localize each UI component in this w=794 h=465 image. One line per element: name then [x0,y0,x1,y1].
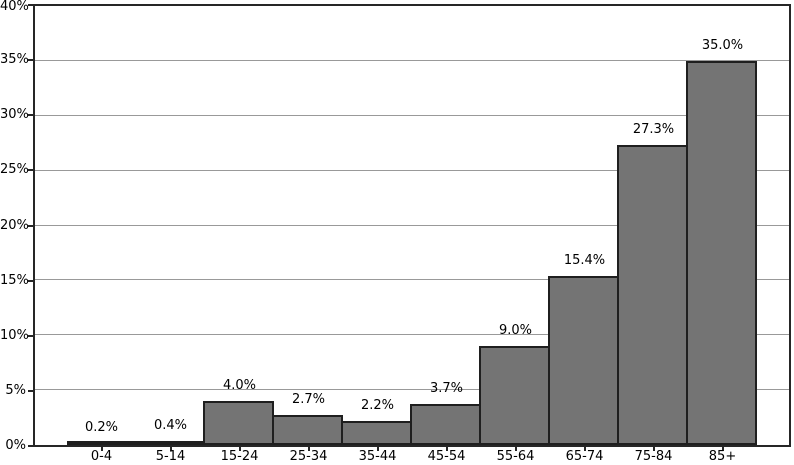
x-tick-45-54 [445,447,448,451]
bar-55-64 [479,346,550,445]
bar-value-label-5-14: 0.4% [153,417,188,433]
bar-value-label-15-24: 4.0% [222,378,257,394]
bar-25-34 [272,415,343,445]
gridline-30 [35,114,789,116]
y-tick-label-20: 20% [0,217,29,233]
bar-value-label-0-4: 0.2% [84,419,119,435]
x-tick-15-24 [238,447,241,451]
x-tick-0-4 [100,447,103,451]
x-tick-label-0-4: 0-4 [90,449,113,464]
x-tick-5-14 [169,447,172,451]
bar-value-label-75-84: 27.3% [632,122,675,138]
x-tick-25-34 [307,447,310,451]
y-tick-30 [28,114,33,117]
y-tick-5 [28,389,33,392]
x-tick-label-45-54: 45-54 [427,449,466,464]
y-tick-label-5: 5% [5,382,26,398]
gridline-5 [35,389,789,391]
x-tick-75-84 [652,447,655,451]
x-tick-35-44 [376,447,379,451]
x-tick-55-64 [514,447,517,451]
y-tick-label-30: 30% [0,107,29,123]
bar-35-44 [341,420,412,445]
bar-value-label-25-34: 2.7% [291,392,326,408]
y-tick-40 [28,4,33,6]
y-tick-label-25: 25% [0,162,29,178]
bar-0-4 [67,441,136,445]
gridline-25 [35,169,789,171]
plot-area: 0.2% 0.4% 4.0% 2.7% 2.2% 3.7% 9.0% 15.4% 27.3% 35… [33,4,791,447]
x-tick-label-75-84: 75-84 [634,449,673,464]
x-tick-label-65-74: 65-74 [565,449,604,464]
bar-5-14 [134,440,205,445]
bar-65-74 [548,276,619,445]
y-tick-label-0: 0% [5,438,26,453]
bar-75-84 [617,145,688,445]
y-tick-label-40: 40% [0,0,29,14]
y-tick-label-10: 10% [0,327,29,343]
y-tick-15 [28,279,33,282]
gridline-15 [35,279,789,281]
x-tick-label-85+: 85+ [708,449,737,464]
x-tick-label-35-44: 35-44 [358,449,397,464]
bar-45-54 [410,404,481,445]
bar-85+ [686,60,757,445]
x-tick-label-15-24: 15-24 [220,449,259,464]
y-tick-35 [28,59,33,62]
bar-15-24 [203,401,274,445]
y-tick-label-15: 15% [0,272,29,288]
gridline-35 [35,59,789,61]
y-tick-10 [28,334,33,337]
y-tick-25 [28,169,33,172]
x-tick-label-25-34: 25-34 [289,449,328,464]
x-tick-65-74 [583,447,586,451]
x-tick-85+ [721,447,724,451]
x-tick-label-5-14: 5-14 [155,449,186,464]
bar-value-label-35-44: 2.2% [360,397,395,413]
x-tick-label-55-64: 55-64 [496,449,535,464]
bar-value-label-65-74: 15.4% [563,253,606,268]
gridline-10 [35,334,789,336]
gridline-20 [35,224,789,226]
bar-value-label-55-64: 9.0% [498,323,533,339]
bar-value-label-85+: 35.0% [701,37,744,53]
y-tick-20 [28,224,33,227]
y-tick-label-35: 35% [0,52,29,68]
y-tick-0 [28,445,33,447]
bar-value-label-45-54: 3.7% [429,381,464,397]
